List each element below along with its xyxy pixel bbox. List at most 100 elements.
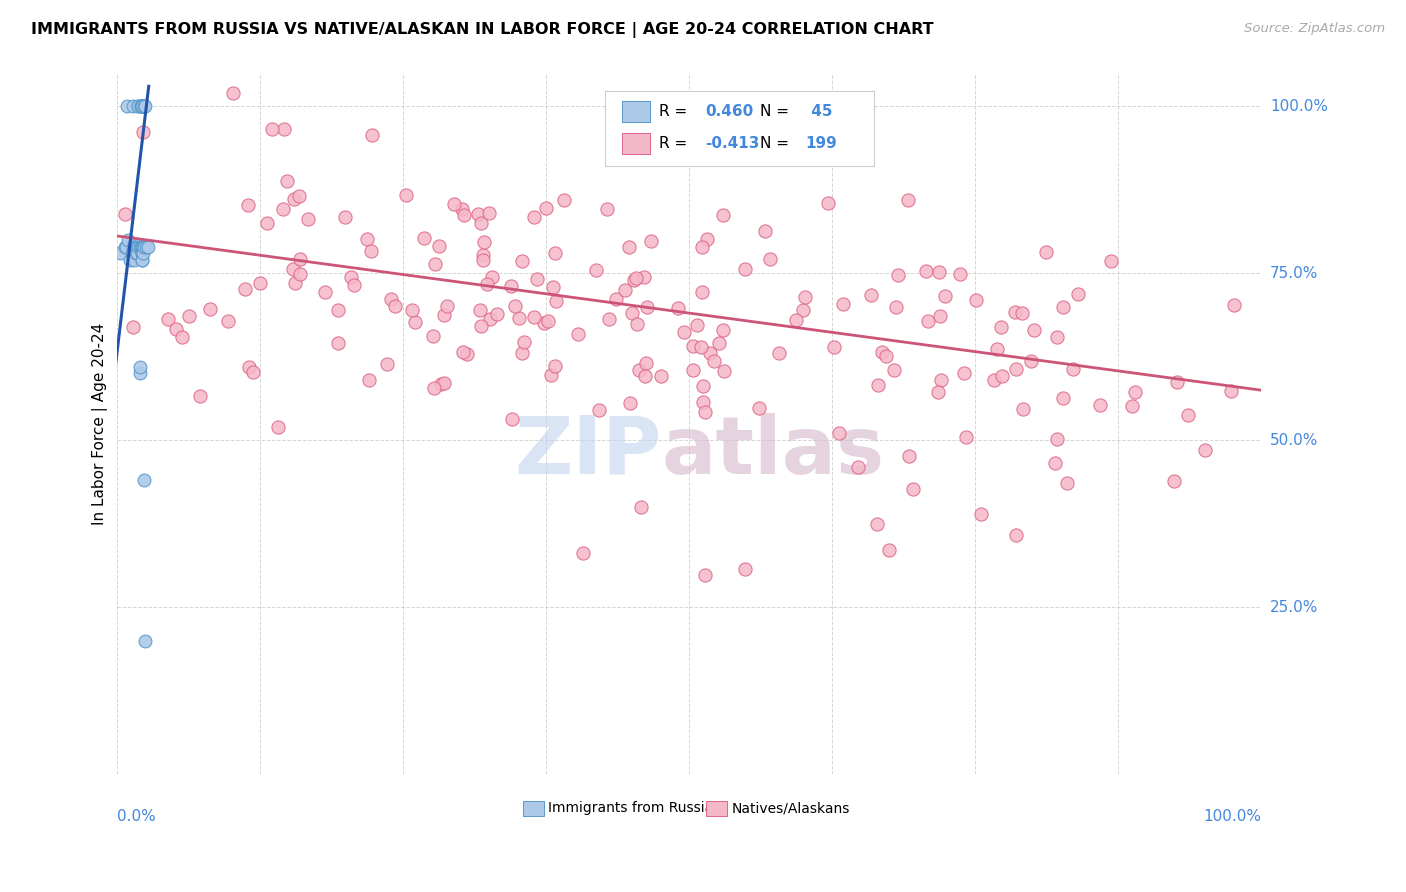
Point: [533, 316, 555, 330]
Point: [537, 313, 560, 327]
Point: [326, 335, 349, 350]
Point: [132, 125, 155, 139]
Point: [699, 346, 721, 360]
Point: [1062, 362, 1084, 376]
Point: [114, 239, 136, 253]
Point: [929, 309, 952, 323]
Point: [343, 278, 366, 293]
Point: [934, 289, 956, 303]
Point: [543, 245, 565, 260]
Point: [682, 363, 704, 377]
Point: [356, 232, 378, 246]
Point: [1043, 456, 1066, 470]
Point: [135, 239, 157, 253]
Point: [754, 224, 776, 238]
Point: [546, 293, 568, 308]
Point: [276, 174, 298, 188]
Point: [475, 277, 498, 292]
Point: [785, 313, 807, 327]
Point: [456, 347, 478, 361]
Point: [734, 562, 756, 576]
Point: [288, 189, 311, 203]
Point: [567, 326, 589, 341]
Point: [222, 86, 245, 100]
Point: [711, 323, 734, 337]
Point: [131, 252, 153, 267]
Point: [132, 246, 155, 260]
Point: [1123, 385, 1146, 400]
Point: [792, 302, 814, 317]
Point: [217, 314, 239, 328]
Point: [692, 240, 714, 254]
Point: [693, 567, 716, 582]
Point: [242, 365, 264, 379]
Point: [131, 99, 153, 113]
Point: [284, 276, 307, 290]
Point: [768, 345, 790, 359]
Point: [707, 335, 730, 350]
Point: [121, 99, 143, 113]
Point: [620, 306, 643, 320]
Point: [131, 99, 153, 113]
Point: [970, 507, 993, 521]
Point: [134, 473, 156, 487]
Point: [636, 301, 658, 315]
Point: [897, 194, 920, 208]
Point: [955, 430, 977, 444]
Point: [288, 267, 311, 281]
Point: [1046, 330, 1069, 344]
Point: [860, 287, 883, 301]
Point: [283, 192, 305, 206]
Point: [636, 356, 658, 370]
Point: [314, 285, 336, 299]
Y-axis label: In Labor Force | Age 20-24: In Labor Force | Age 20-24: [93, 322, 108, 524]
Point: [401, 303, 423, 318]
Point: [283, 262, 305, 277]
Point: [1163, 474, 1185, 488]
Point: [131, 246, 153, 260]
Point: [131, 99, 153, 113]
Point: [114, 207, 136, 221]
Text: -0.413: -0.413: [704, 136, 759, 152]
Point: [508, 311, 530, 326]
Point: [927, 385, 949, 400]
Point: [127, 239, 149, 253]
Point: [131, 99, 153, 113]
Point: [1011, 306, 1033, 320]
Point: [384, 299, 406, 313]
Point: [868, 377, 890, 392]
FancyBboxPatch shape: [523, 801, 544, 816]
Point: [1194, 442, 1216, 457]
Point: [472, 248, 495, 262]
Point: [422, 328, 444, 343]
Text: 25.0%: 25.0%: [1270, 599, 1319, 615]
Point: [249, 277, 271, 291]
Text: N =: N =: [759, 104, 793, 119]
Text: R =: R =: [659, 104, 692, 119]
Text: Source: ZipAtlas.com: Source: ZipAtlas.com: [1244, 22, 1385, 36]
Point: [759, 252, 782, 266]
Point: [267, 420, 290, 434]
Point: [898, 449, 921, 463]
Point: [339, 269, 361, 284]
Point: [1066, 286, 1088, 301]
Point: [198, 302, 221, 317]
Point: [596, 202, 619, 216]
Point: [451, 344, 474, 359]
Point: [128, 239, 150, 253]
Point: [128, 359, 150, 374]
Point: [953, 366, 976, 380]
FancyBboxPatch shape: [623, 101, 650, 122]
Text: 0.460: 0.460: [704, 104, 754, 119]
FancyBboxPatch shape: [623, 133, 650, 154]
Point: [468, 302, 491, 317]
Point: [686, 318, 709, 332]
Point: [634, 369, 657, 384]
Text: 100.0%: 100.0%: [1270, 99, 1329, 114]
Point: [692, 378, 714, 392]
Point: [271, 202, 294, 216]
Text: Immigrants from Russia: Immigrants from Russia: [548, 802, 713, 815]
Point: [544, 359, 567, 373]
Point: [865, 517, 887, 532]
Point: [486, 307, 509, 321]
